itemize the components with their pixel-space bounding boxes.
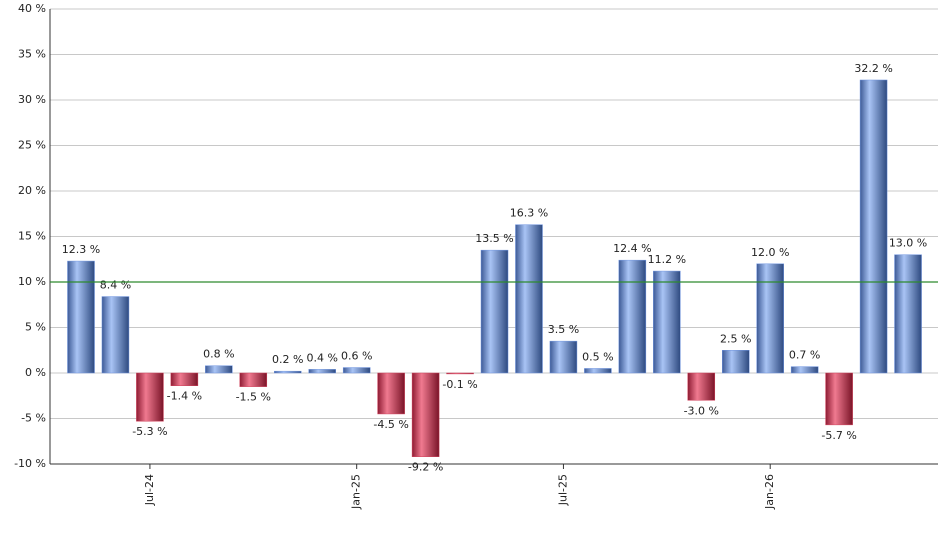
- y-tick-label: 40 %: [18, 2, 46, 15]
- data-label: 0.8 %: [203, 348, 234, 361]
- data-label: 0.6 %: [341, 350, 372, 363]
- bar: [205, 365, 233, 374]
- bar: [584, 368, 612, 374]
- data-label: 0.4 %: [306, 351, 337, 364]
- x-tick-label: Jul-24: [143, 474, 156, 506]
- data-label: -5.7 %: [821, 429, 856, 442]
- x-tick-label: Jul-25: [556, 474, 569, 506]
- y-tick-label: 25 %: [18, 139, 46, 152]
- bar: [687, 372, 716, 401]
- data-label: 12.3 %: [62, 243, 100, 256]
- bar: [446, 372, 474, 375]
- bar: [342, 367, 371, 374]
- bar: [377, 372, 405, 415]
- y-tick-label: -10 %: [14, 457, 46, 470]
- bar: [618, 259, 647, 374]
- data-label: -9.2 %: [408, 461, 443, 474]
- data-label: 12.0 %: [751, 246, 789, 259]
- data-label: 11.2 %: [648, 253, 686, 266]
- bar: [170, 372, 199, 386]
- bar: [101, 296, 130, 374]
- bar: [411, 372, 440, 457]
- data-label: 0.5 %: [582, 350, 613, 363]
- bar: [136, 372, 164, 422]
- y-tick-label: 30 %: [18, 93, 46, 106]
- bar: [274, 370, 302, 374]
- bar: [239, 372, 268, 387]
- data-label: -4.5 %: [373, 418, 408, 431]
- data-label: 8.4 %: [100, 279, 131, 292]
- x-tick-label: Jan-26: [763, 474, 776, 510]
- bar: [790, 366, 819, 374]
- bar: [825, 372, 853, 426]
- data-label: -1.5 %: [236, 391, 271, 404]
- data-label: 16.3 %: [510, 207, 548, 220]
- data-label: 32.2 %: [854, 62, 892, 75]
- data-label: -1.4 %: [167, 390, 202, 403]
- y-tick-label: 15 %: [18, 230, 46, 243]
- data-label: 0.7 %: [789, 349, 820, 362]
- bar: [756, 263, 784, 374]
- bar: [549, 340, 578, 374]
- bar: [515, 224, 543, 374]
- bar: [480, 249, 509, 374]
- data-label: -5.3 %: [132, 425, 167, 438]
- x-tick-label: Jan-25: [350, 474, 363, 510]
- bar: [721, 350, 750, 374]
- data-label: 0.2 %: [272, 353, 303, 366]
- data-label: 2.5 %: [720, 332, 751, 345]
- data-label: 3.5 %: [548, 323, 579, 336]
- y-tick-label: 5 %: [25, 321, 46, 334]
- data-label: -0.1 %: [442, 378, 477, 391]
- bar: [67, 260, 95, 374]
- y-tick-label: 0 %: [25, 366, 46, 379]
- bar: [894, 254, 922, 374]
- data-label: -3.0 %: [684, 404, 719, 417]
- bar: [308, 369, 336, 374]
- bar: [859, 79, 888, 374]
- data-label: 12.4 %: [613, 242, 651, 255]
- y-tick-label: 10 %: [18, 275, 46, 288]
- data-label: 13.0 %: [889, 237, 927, 250]
- bar: [653, 270, 681, 374]
- data-label: 13.5 %: [475, 232, 513, 245]
- y-tick-label: -5 %: [21, 412, 46, 425]
- y-tick-label: 20 %: [18, 184, 46, 197]
- y-tick-label: 35 %: [18, 48, 46, 61]
